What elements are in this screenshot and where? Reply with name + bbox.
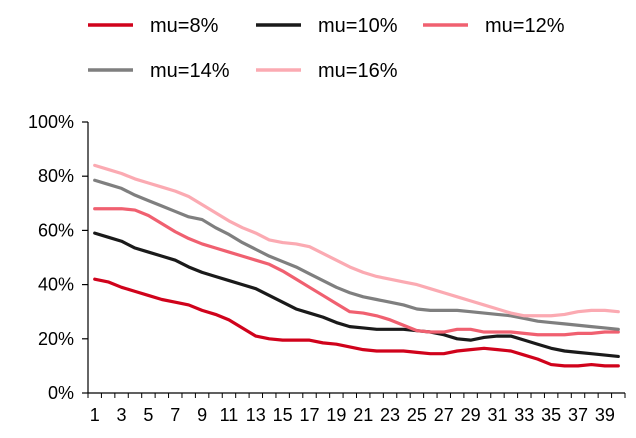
x-tick-label: 7: [170, 405, 180, 425]
x-tick-label: 39: [595, 405, 615, 425]
x-tick-label: 37: [568, 405, 588, 425]
series-line-1: [93, 277, 620, 368]
x-tick-label: 19: [326, 405, 346, 425]
series-lines: [93, 163, 620, 368]
legend-item-4: mu=14%: [88, 60, 230, 82]
x-tick-label: 3: [117, 405, 127, 425]
x-tick-label: 1: [90, 405, 100, 425]
x-tick-label: 11: [220, 405, 239, 425]
y-tick-label: 80%: [38, 166, 74, 186]
series-line-4: [93, 178, 620, 331]
series-line-5: [93, 163, 620, 318]
series-line-2: [93, 231, 620, 359]
axes: 0%20%40%60%80%100%1 3 5 7 9 11 13 15 17 19 21 23 25 2…: [28, 112, 626, 425]
legend-label: mu=16%: [318, 60, 398, 82]
legend-label: mu=10%: [318, 15, 398, 37]
y-tick-label: 100%: [28, 112, 74, 132]
series-line-3: [93, 207, 620, 337]
x-tick-label: 5: [143, 405, 153, 425]
x-tick-label: 27: [434, 405, 454, 425]
x-tick-label: 33: [514, 405, 534, 425]
x-tick-label: 25: [407, 405, 427, 425]
x-tick-label: 15: [273, 405, 293, 425]
x-tick-label: 17: [299, 405, 319, 425]
y-tick-label: 20%: [38, 329, 74, 349]
legend-item-1: mu=8%: [88, 15, 219, 37]
x-tick-label: 35: [541, 405, 561, 425]
legend-label: mu=8%: [150, 15, 219, 37]
legend-label: mu=14%: [150, 60, 230, 82]
x-tick-label: 13: [246, 405, 266, 425]
y-tick-label: 0%: [48, 383, 74, 403]
x-tick-label: 29: [461, 405, 481, 425]
legend-item-3: mu=12%: [423, 15, 565, 37]
legend-item-2: mu=10%: [256, 15, 398, 37]
x-tick-label: 21: [353, 405, 373, 425]
legend: mu=8% mu=10% mu=12% mu=14% mu=16%: [88, 15, 565, 82]
y-tick-label: 60%: [38, 220, 74, 240]
x-tick-label: 31: [487, 405, 507, 425]
legend-item-5: mu=16%: [256, 60, 398, 82]
legend-label: mu=12%: [485, 15, 565, 37]
x-tick-label: 23: [380, 405, 400, 425]
y-tick-label: 40%: [38, 275, 74, 295]
x-tick-label: 9: [197, 405, 207, 425]
